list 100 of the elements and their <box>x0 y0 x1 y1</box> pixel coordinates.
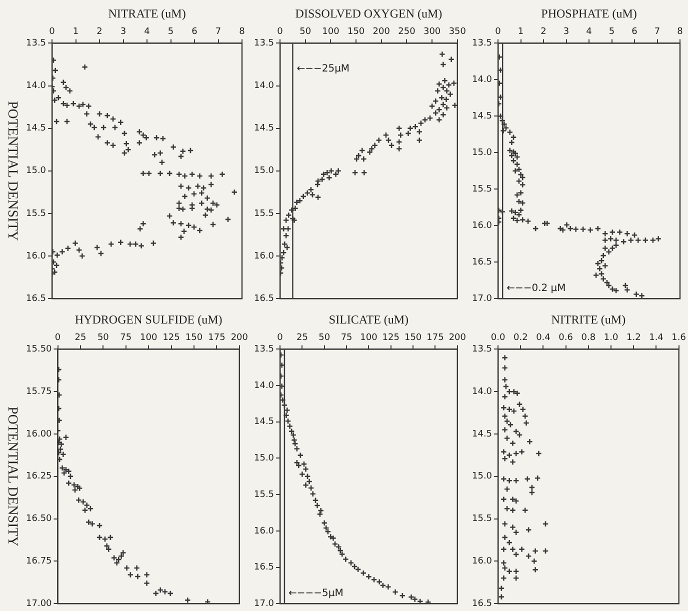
x-tick-label: 200 <box>372 27 390 38</box>
y-tick-label: 16.5 <box>26 294 46 304</box>
x-tick-label: 75 <box>120 333 132 344</box>
x-tick-label: 0.6 <box>558 333 574 344</box>
y-tick-label: 15.0 <box>472 472 492 482</box>
y-tick-label: 17.00 <box>26 598 52 609</box>
x-tick-label: 7 <box>215 27 222 38</box>
y-tick-label: 16.5 <box>254 294 274 304</box>
x-tick-label: 6 <box>192 27 198 38</box>
y-tick-label: 16.5 <box>472 598 492 609</box>
x-tick-label: 1.0 <box>604 333 618 344</box>
y-tick-label: 16.0 <box>472 556 492 567</box>
y-tick-label: 17.0 <box>472 294 492 304</box>
y-tick-label: 14.0 <box>472 75 492 86</box>
x-tick-label: 150 <box>404 333 422 344</box>
y-tick-label: 14.0 <box>254 81 274 92</box>
y-tick-label: 14.0 <box>472 386 492 397</box>
ref-line-label: ←−−−5µM <box>288 588 344 600</box>
x-tick-label: 25 <box>74 333 86 344</box>
x-tick-label: 8 <box>677 27 684 38</box>
y-tick-label: 15.0 <box>254 166 274 176</box>
y-tick-label: 16.5 <box>472 257 492 268</box>
x-tick-label: 200 <box>230 333 248 344</box>
y-tick-label: 13.5 <box>26 38 46 49</box>
y-tick-label: 15.5 <box>472 184 492 194</box>
y-tick-label: 14.5 <box>254 417 274 428</box>
x-tick-label: 150 <box>185 333 203 344</box>
x-axis-title: NITRATE (uM) <box>108 6 186 20</box>
x-tick-label: 1.2 <box>626 333 641 344</box>
x-tick-label: 8 <box>239 27 246 38</box>
y-tick-label: 14.5 <box>254 124 274 134</box>
x-tick-label: 3 <box>563 27 570 38</box>
x-tick-label: 125 <box>382 333 400 344</box>
x-tick-label: 100 <box>322 27 340 38</box>
x-tick-label: 125 <box>162 333 180 344</box>
y-tick-label: 13.5 <box>254 38 274 49</box>
x-tick-label: 1.4 <box>649 333 664 344</box>
x-tick-label: 4 <box>144 27 150 38</box>
x-tick-label: 0.2 <box>513 333 528 344</box>
y-tick-label: 16.0 <box>254 251 274 262</box>
y-tick-label: 15.0 <box>472 148 492 158</box>
y-tick-label: 14.0 <box>254 380 274 391</box>
y-tick-label: 14.5 <box>472 112 492 122</box>
x-tick-label: 25 <box>296 333 308 344</box>
y-tick-label: 15.5 <box>254 208 274 219</box>
y-tick-label: 16.25 <box>26 472 52 482</box>
x-tick-label: 250 <box>398 27 416 38</box>
x-tick-label: 150 <box>347 27 365 38</box>
x-tick-label: 0 <box>54 333 61 344</box>
x-tick-label: 2 <box>96 27 102 38</box>
x-tick-label: 7 <box>654 27 660 38</box>
y-tick-label: 15.5 <box>26 208 46 219</box>
x-tick-label: 75 <box>340 333 352 344</box>
y-tick-label: 13.5 <box>254 344 274 355</box>
x-tick-label: 300 <box>423 27 441 38</box>
y-tick-label: 14.0 <box>26 81 46 92</box>
y-tick-label: 16.00 <box>26 429 52 440</box>
x-tick-label: 6 <box>632 27 638 38</box>
x-tick-label: 350 <box>448 27 466 38</box>
y-tick-label: 14.5 <box>472 429 492 440</box>
x-tick-label: 0 <box>49 27 56 38</box>
x-tick-label: 0.4 <box>536 333 551 344</box>
x-tick-label: 4 <box>586 27 592 38</box>
ref-line-label: ←−−25µM <box>296 63 350 74</box>
y-tick-label: 16.0 <box>254 526 274 536</box>
x-tick-label: 0 <box>495 27 502 38</box>
y-tick-label: 16.50 <box>26 514 52 524</box>
y-tick-label: 13.5 <box>472 38 492 49</box>
x-axis-title: DISSOLVED OXYGEN (uM) <box>295 6 442 20</box>
y-tick-label: 15.0 <box>26 166 46 176</box>
x-tick-label: 0.0 <box>490 333 506 344</box>
x-tick-label: 200 <box>448 333 466 344</box>
ref-line-label: ←−−0.2 µM <box>506 283 566 294</box>
y-tick-label: 14.5 <box>26 124 46 134</box>
x-axis-title: HYDROGEN SULFIDE (uM) <box>74 312 222 326</box>
x-tick-label: 2 <box>540 27 546 38</box>
y-axis-title: POTENTIAL DENSITY <box>4 100 20 241</box>
x-axis-title: PHOSPHATE (uM) <box>541 6 637 20</box>
x-tick-label: 0 <box>277 27 284 38</box>
x-tick-label: 5 <box>608 27 615 38</box>
x-tick-label: 5 <box>168 27 174 38</box>
x-tick-label: 100 <box>360 333 378 344</box>
x-tick-label: 0 <box>277 333 284 344</box>
y-tick-label: 16.0 <box>26 251 46 262</box>
y-tick-label: 17.0 <box>254 598 274 609</box>
x-axis-title: NITRITE (uM) <box>551 312 626 326</box>
y-tick-label: 13.5 <box>472 344 492 355</box>
x-tick-label: 50 <box>97 333 110 344</box>
x-tick-label: 175 <box>208 333 226 344</box>
y-tick-label: 16.5 <box>254 562 274 573</box>
x-tick-label: 100 <box>140 333 158 344</box>
x-tick-label: 1.6 <box>672 333 686 344</box>
y-tick-label: 16.75 <box>26 556 52 567</box>
x-tick-label: 1 <box>518 27 524 38</box>
y-tick-label: 16.0 <box>472 220 492 231</box>
x-axis-title: SILICATE (uM) <box>328 312 409 326</box>
y-tick-label: 15.5 <box>472 514 492 524</box>
x-tick-label: 0.8 <box>581 333 596 344</box>
x-tick-label: 1 <box>72 27 79 38</box>
y-tick-label: 15.5 <box>254 490 274 500</box>
